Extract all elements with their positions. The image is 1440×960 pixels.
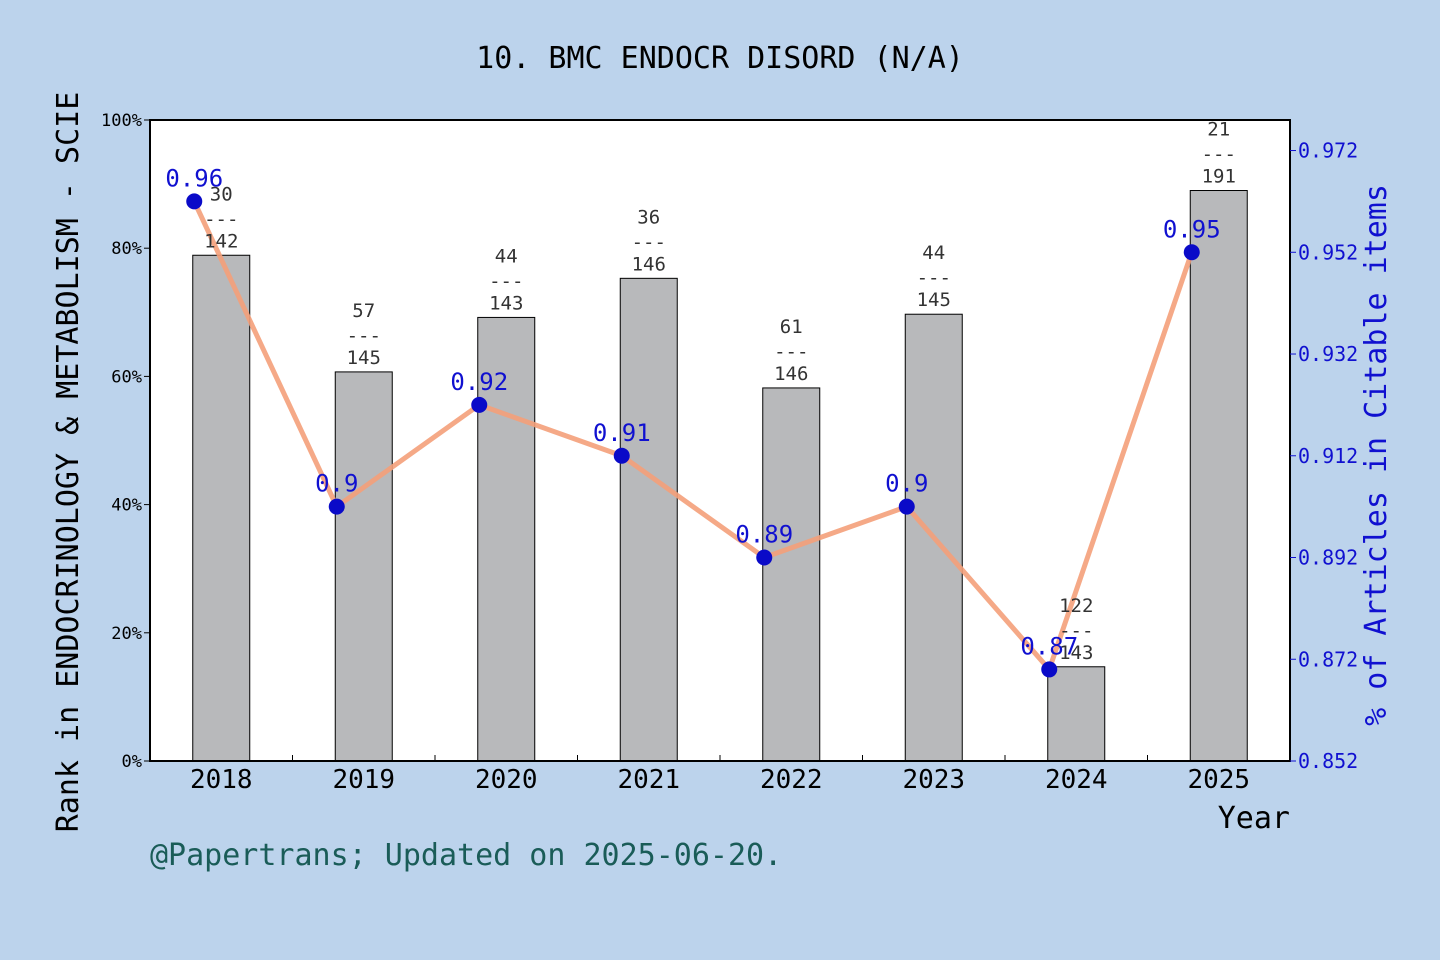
rank-total-2021: 146: [632, 253, 666, 275]
right-axis: 0.852 0.872 0.892 0.912 0.932 0.952 0.972: [1290, 139, 1358, 773]
x-axis: 2018 2019 2020 2021 2022 2023 2024 2025: [190, 755, 1250, 795]
rank-total-2024: 143: [1059, 642, 1093, 664]
rank-total-2022: 146: [774, 363, 808, 385]
point-2018: [186, 193, 203, 210]
bar-2022: [762, 387, 821, 762]
rank-divider-2019: ---: [347, 325, 381, 347]
line-layer: [186, 193, 1200, 678]
x-tick-label: 2023: [902, 765, 965, 795]
rank-label-2021: 36: [637, 206, 660, 228]
rank-total-2023: 145: [917, 289, 951, 311]
rank-label-2025: 21: [1207, 119, 1230, 141]
point-2024: [1041, 661, 1058, 678]
right-axis-label: % of Articles in Citable items: [1359, 184, 1394, 726]
point-label-2022: 0.89: [735, 521, 793, 549]
point-label-2025: 0.95: [1163, 215, 1221, 243]
point-label-2020: 0.92: [450, 368, 508, 396]
left-axis-label: Rank in ENDOCRINOLOGY & METABOLISM - SCI…: [51, 92, 86, 833]
x-axis-label: Year: [1218, 801, 1290, 836]
rank-label-2022: 61: [780, 316, 803, 338]
x-tick-label: 2025: [1187, 765, 1250, 795]
chart-title: 10. BMC ENDOCR DISORD (N/A): [476, 41, 964, 76]
x-tick-label: 2021: [617, 765, 680, 795]
point-2025: [1183, 244, 1200, 261]
rank-label-2020: 44: [495, 245, 518, 267]
plot-area: [150, 120, 1290, 761]
point-label-2021: 0.91: [593, 419, 651, 447]
left-tick-label: 100%: [101, 111, 142, 131]
left-tick-label: 80%: [111, 239, 142, 259]
series-line: [191, 200, 1195, 672]
footer-note: @Papertrans; Updated on 2025-06-20.: [150, 838, 782, 873]
bar-2021: [619, 277, 678, 762]
labels-layer: 30---14257---14544---14336---14661---146…: [165, 119, 1236, 664]
rank-divider-2023: ---: [917, 267, 951, 289]
right-tick-label: 0.912: [1298, 444, 1358, 468]
bar-2018: [192, 254, 251, 762]
point-2020: [471, 396, 488, 413]
bars-layer: [192, 190, 1248, 762]
point-label-2024: 0.87: [1020, 632, 1078, 660]
bar-2019: [334, 371, 393, 762]
x-tick-label: 2018: [190, 765, 253, 795]
rank-label-2024: 122: [1059, 595, 1093, 617]
point-2019: [328, 498, 345, 515]
rank-divider-2018: ---: [204, 208, 238, 230]
left-tick-label: 20%: [111, 624, 142, 644]
rank-divider-2021: ---: [632, 231, 666, 253]
rank-total-2020: 143: [489, 292, 523, 314]
x-tick-label: 2019: [332, 765, 395, 795]
x-tick-label: 2024: [1045, 765, 1108, 795]
right-tick-label: 0.852: [1298, 749, 1358, 773]
rank-divider-2022: ---: [774, 341, 808, 363]
left-tick-label: 40%: [111, 496, 142, 516]
right-tick-label: 0.952: [1298, 240, 1358, 264]
x-tick-label: 2022: [760, 765, 823, 795]
bar-2020: [477, 316, 536, 762]
bar-2025: [1189, 190, 1248, 762]
left-axis: 0% 20% 40% 60% 80% 100%: [101, 111, 150, 772]
left-tick-label: 60%: [111, 367, 142, 387]
x-tick-label: 2020: [475, 765, 538, 795]
bar-2024: [1047, 666, 1106, 762]
point-2021: [613, 447, 630, 464]
right-tick-label: 0.872: [1298, 647, 1358, 671]
point-label-2023: 0.9: [885, 470, 928, 498]
rank-divider-2025: ---: [1202, 144, 1236, 166]
right-tick-label: 0.972: [1298, 139, 1358, 163]
rank-divider-2020: ---: [489, 270, 523, 292]
point-2022: [756, 549, 773, 566]
point-label-2019: 0.9: [315, 470, 358, 498]
rank-label-2018: 30: [210, 183, 233, 205]
point-label-2018: 0.96: [165, 164, 223, 192]
rank-total-2019: 145: [347, 347, 381, 369]
left-tick-label: 0%: [122, 752, 142, 772]
rank-divider-2024: ---: [1059, 620, 1093, 642]
right-tick-label: 0.892: [1298, 546, 1358, 570]
rank-total-2025: 191: [1202, 166, 1236, 188]
rank-label-2019: 57: [352, 300, 375, 322]
right-tick-label: 0.932: [1298, 342, 1358, 366]
rank-total-2018: 142: [204, 230, 238, 252]
rank-label-2023: 44: [922, 242, 945, 264]
point-2023: [898, 498, 915, 515]
